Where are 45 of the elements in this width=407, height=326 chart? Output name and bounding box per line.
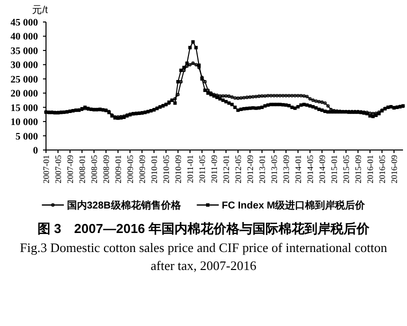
- y-tick-label: 20 000: [10, 88, 38, 100]
- y-tick-label: 45 000: [10, 18, 38, 28]
- x-tick-label: 2016-09: [389, 155, 399, 184]
- y-tick-label: 10 000: [10, 117, 38, 128]
- y-tick-label: 15 000: [10, 102, 38, 114]
- legend-label: FC Index M级进口棉到岸税后价: [222, 200, 366, 212]
- x-tick-label: 2012-05: [233, 155, 243, 184]
- x-tick-label: 2012-09: [245, 155, 255, 184]
- y-tick-label: 40 000: [10, 32, 38, 43]
- x-tick-label: 2011-05: [197, 155, 207, 184]
- legend-label: 国内328B级棉花销售价格: [66, 200, 182, 212]
- x-tick-label: 2009-05: [125, 155, 135, 184]
- x-tick-label: 2009-01: [113, 155, 123, 184]
- text: Fig.3 Domestic cotton sales price and CIF price of international cotton after tax, 2007-2016: [20, 240, 388, 273]
- x-tick-label: 2013-05: [269, 155, 279, 184]
- x-tick-label: 2008-09: [101, 155, 111, 184]
- x-tick-label: 2010-09: [173, 155, 183, 184]
- text: 图 3 2007—2016 年国内棉花价格与国际棉花到岸税后价: [37, 221, 371, 236]
- x-tick-label: 2012-01: [221, 155, 231, 184]
- x-tick-label: 2011-01: [185, 155, 195, 184]
- x-tick-label: 2015-09: [353, 155, 363, 184]
- x-tick-label: 2014-01: [293, 155, 303, 184]
- y-axis-title: 元/t: [32, 5, 48, 16]
- x-tick-label: 2014-05: [305, 155, 315, 184]
- x-tick-label: 2007-05: [53, 155, 63, 184]
- y-tick-label: 25 000: [10, 74, 38, 86]
- x-tick-label: 2008-01: [77, 155, 87, 184]
- x-tick-label: 2008-05: [89, 155, 99, 184]
- y-tick-label: 0: [33, 146, 38, 156]
- x-tick-label: 2016-01: [365, 155, 375, 184]
- x-tick-label: 2011-09: [209, 155, 219, 184]
- x-tick-label: 2015-01: [329, 155, 339, 184]
- x-tick-label: 2016-05: [377, 155, 387, 184]
- x-tick-label: 2015-05: [341, 155, 351, 184]
- x-tick-label: 2013-01: [257, 155, 267, 184]
- y-tick-label: 30 000: [10, 60, 38, 72]
- x-tick-label: 2007-01: [41, 155, 51, 184]
- x-tick-label: 2010-05: [161, 155, 171, 184]
- y-tick-label: 5 000: [16, 131, 38, 142]
- x-tick-label: 2013-09: [281, 155, 291, 184]
- x-tick-label: 2007-09: [65, 155, 75, 184]
- x-tick-label: 2010-01: [149, 155, 159, 184]
- x-tick-label: 2014-09: [317, 155, 327, 184]
- x-tick-label: 2009-09: [137, 155, 147, 184]
- y-tick-label: 35 000: [10, 46, 38, 57]
